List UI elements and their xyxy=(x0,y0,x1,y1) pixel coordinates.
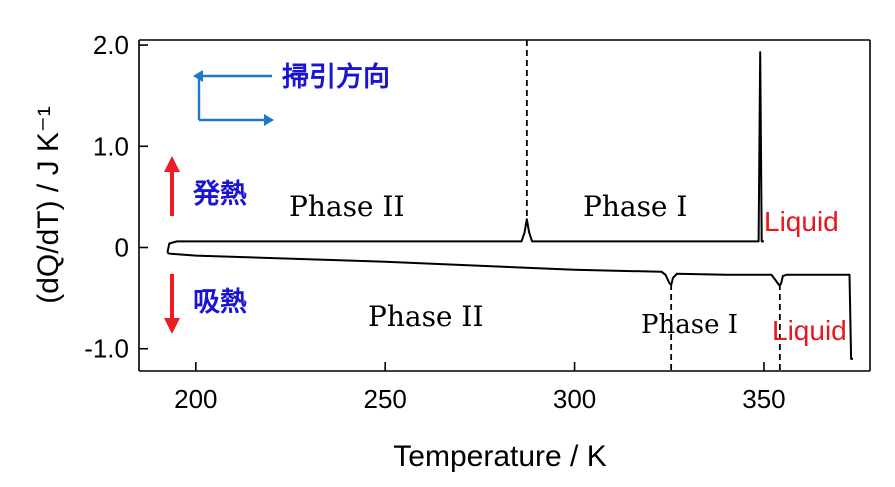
y-axis-title: (dQ/dT) / J K⁻¹ xyxy=(32,106,65,304)
x-tick-label: 250 xyxy=(363,384,406,414)
phase-i-heating-label: Phase I xyxy=(583,190,687,223)
endotherm-label: 吸熱 xyxy=(193,287,247,318)
cooling-trace xyxy=(166,251,853,360)
liquid-heating-label: Liquid xyxy=(764,206,839,237)
x-tick-label: 200 xyxy=(174,384,217,414)
x-tick-label: 300 xyxy=(553,384,596,414)
heating-trace xyxy=(166,51,764,253)
plot-frame xyxy=(138,39,871,372)
liquid-cooling-label: Liquid xyxy=(772,315,847,346)
sweep-direction-arrows xyxy=(193,70,274,126)
sweep-arrow-upper xyxy=(197,74,272,120)
y-tick-label: -1.0 xyxy=(84,334,129,364)
x-tick-label: 350 xyxy=(742,384,785,414)
sweep-arrowhead-left xyxy=(193,70,203,82)
phase-i-cooling-label: Phase I xyxy=(641,310,738,340)
axis-ticks xyxy=(139,44,765,371)
y-tick-label: 0 xyxy=(115,233,129,263)
x-axis-title: Temperature / K xyxy=(393,440,606,473)
tick-labels: 200 250 300 350 2.0 1.0 0 -1.0 xyxy=(84,30,785,414)
phase-ii-cooling-label: Phase II xyxy=(368,300,484,333)
y-tick-label: 1.0 xyxy=(93,131,129,161)
exotherm-arrow xyxy=(164,156,180,216)
exotherm-label: 発熱 xyxy=(192,179,247,210)
y-tick-label: 2.0 xyxy=(93,30,129,60)
sweep-direction-label: 掃引方向 xyxy=(282,61,390,93)
sweep-arrowhead-right xyxy=(264,114,274,126)
dsc-traces xyxy=(166,51,853,360)
endotherm-arrow xyxy=(164,274,180,334)
transition-lines xyxy=(525,40,781,371)
phase-ii-heating-label: Phase II xyxy=(289,190,405,223)
